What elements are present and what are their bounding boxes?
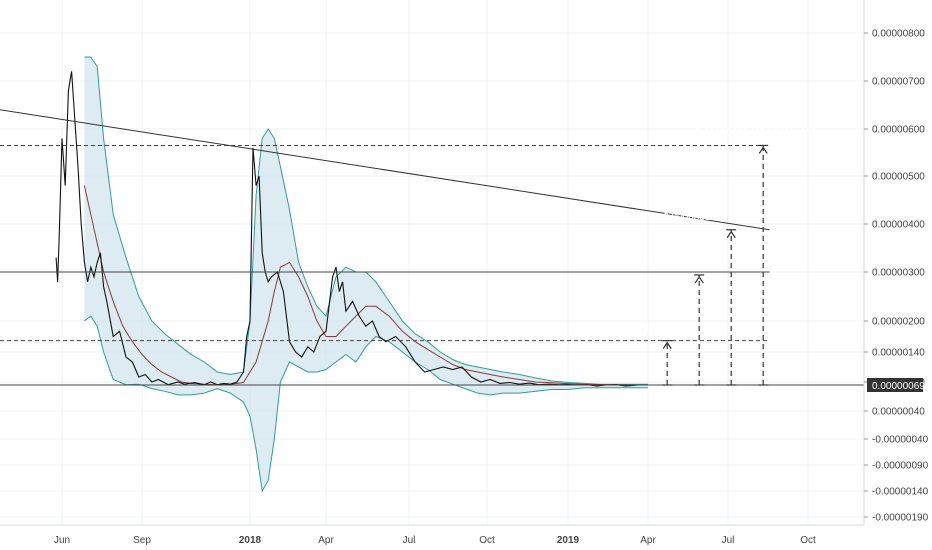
time-axis[interactable]: Jun Sep 2018 Apr Jul Oct 2019 Apr Jul Oct	[0, 524, 864, 546]
time-axis-label: Oct	[479, 535, 495, 546]
current-price-tag: 0.00000069	[867, 378, 925, 392]
time-axis-label: 2018	[239, 535, 262, 546]
trend-line[interactable]	[0, 109, 770, 231]
price-axis-label: 0.00000300	[872, 268, 925, 279]
bollinger-upper-line	[84, 56, 648, 385]
time-axis-label: Jul	[403, 535, 416, 546]
price-axis-label: 0.00000800	[872, 29, 925, 40]
time-axis-label: 2019	[557, 535, 580, 546]
bollinger-lower-line	[84, 315, 648, 493]
price-axis-label: 0.00000040	[872, 407, 925, 418]
time-axis-label: Sep	[133, 535, 151, 546]
projection-label: 0.00000319 (446.84%) 319	[663, 212, 785, 223]
projection-arrow-head	[726, 230, 736, 239]
price-axis-label: -0.00000140	[872, 487, 929, 498]
moving-average-line	[83, 185, 648, 386]
price-tag-label: 0.00000069	[872, 381, 925, 392]
projection-label: 0.00000223 (325.36%) 223	[631, 257, 753, 268]
price-axis-label: 0.00000400	[872, 220, 925, 231]
level-layer	[0, 109, 864, 386]
price-axis-label: -0.00000090	[872, 461, 929, 472]
time-axis-label: Apr	[318, 535, 334, 546]
projection-arrow-head	[694, 275, 704, 284]
time-axis-label: Jul	[722, 535, 735, 546]
price-axis-label: -0.00000040	[872, 435, 929, 446]
time-axis-label: Apr	[640, 535, 656, 546]
time-axis-label: Oct	[800, 535, 816, 546]
price-axis-label: 0.00000500	[872, 172, 925, 183]
price-tag-background	[867, 378, 923, 392]
projection-arrow-head	[662, 341, 672, 349]
time-axis-label: Jun	[54, 535, 70, 546]
price-axis-label: 0.00000140	[872, 348, 925, 359]
projection-label: 0.00000095 (138.48%) 95	[599, 323, 715, 334]
price-axis-label: 0.00000200	[872, 317, 925, 328]
price-axis-label: 0.00000700	[872, 77, 925, 88]
projection-arrow-head	[758, 146, 768, 154]
price-axis-label: -0.00000190	[872, 513, 929, 524]
price-axis-label: 0.00000600	[872, 125, 925, 136]
projection-layer: 0.00000095 (138.48%) 95 0.00000223 (325.3…	[599, 127, 817, 386]
projection-label: 0.00000496 (694.37%) 496	[695, 127, 817, 138]
